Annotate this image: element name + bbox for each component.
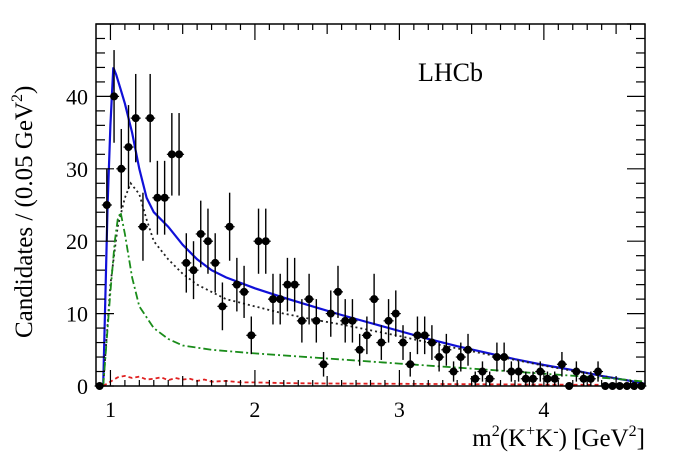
data-point xyxy=(492,353,501,362)
data-point xyxy=(146,114,155,123)
data-point xyxy=(572,367,581,376)
data-point xyxy=(435,353,444,362)
data-point xyxy=(225,222,234,231)
y-tick-label: 0 xyxy=(77,374,88,399)
data-point xyxy=(124,143,133,152)
data-point xyxy=(297,316,306,325)
data-point xyxy=(550,374,559,383)
data-point xyxy=(478,367,487,376)
data-point xyxy=(348,316,357,325)
data-point xyxy=(377,338,386,347)
x-tick-label: 3 xyxy=(394,397,405,422)
y-tick-label: 20 xyxy=(66,229,88,254)
curve-background xyxy=(102,374,646,387)
data-point xyxy=(543,374,552,383)
data-point xyxy=(406,360,415,369)
data-point xyxy=(507,367,516,376)
data-point xyxy=(442,345,451,354)
plot-frame xyxy=(95,23,646,387)
x-tick-label: 1 xyxy=(105,397,116,422)
data-point xyxy=(283,280,292,289)
data-point xyxy=(341,316,350,325)
data-point xyxy=(138,222,147,231)
data-point xyxy=(218,302,227,311)
data-point xyxy=(391,309,400,318)
data-point xyxy=(182,258,191,267)
data-point xyxy=(312,316,321,325)
data-point xyxy=(131,114,140,123)
data-point xyxy=(117,164,126,173)
data-point xyxy=(594,367,603,376)
data-point xyxy=(326,309,335,318)
data-point xyxy=(500,353,509,362)
data-point xyxy=(579,374,588,383)
data-point xyxy=(514,367,523,376)
axis-ticks xyxy=(96,23,646,387)
data-point xyxy=(384,316,393,325)
data-point xyxy=(268,295,277,304)
data-point xyxy=(399,338,408,347)
data-point xyxy=(557,360,566,369)
x-axis-title: m2(K+K-) [GeV2] xyxy=(472,423,645,452)
data-point xyxy=(420,331,429,340)
data-point xyxy=(464,345,473,354)
data-point xyxy=(586,374,595,383)
x-tick-label: 2 xyxy=(249,397,260,422)
data-point xyxy=(290,280,299,289)
data-point xyxy=(427,338,436,347)
data-point xyxy=(521,374,530,383)
y-axis-title: Candidates / (0.05 GeV2) xyxy=(9,86,38,338)
data-point xyxy=(211,258,220,267)
data-point xyxy=(471,374,480,383)
data-point xyxy=(110,92,119,101)
data-point xyxy=(261,237,270,246)
data-points xyxy=(94,50,647,390)
data-point xyxy=(333,287,342,296)
data-point xyxy=(485,374,494,383)
data-point xyxy=(203,237,212,246)
data-point xyxy=(167,150,176,159)
data-point xyxy=(240,287,249,296)
data-point xyxy=(175,150,184,159)
data-point xyxy=(247,331,256,340)
data-point xyxy=(449,367,458,376)
data-point xyxy=(529,374,538,383)
brand-label: LHCb xyxy=(418,58,483,87)
data-point xyxy=(232,280,241,289)
data-point xyxy=(102,201,111,209)
curve-total-fit xyxy=(102,66,646,387)
y-tick-label: 10 xyxy=(66,302,88,327)
data-point xyxy=(319,360,328,369)
data-point xyxy=(456,353,465,362)
data-point xyxy=(189,266,198,275)
data-point xyxy=(305,295,314,304)
fit-curves xyxy=(102,66,646,387)
data-point xyxy=(413,331,422,340)
y-tick-label: 30 xyxy=(66,157,88,182)
data-point xyxy=(362,331,371,340)
data-point xyxy=(276,295,285,304)
data-point xyxy=(254,237,263,246)
x-tick-label: 4 xyxy=(538,397,549,422)
data-point xyxy=(536,367,545,376)
y-tick-label: 40 xyxy=(66,84,88,109)
data-point xyxy=(160,193,169,202)
data-point xyxy=(196,229,205,238)
data-point xyxy=(153,193,162,202)
data-point xyxy=(370,295,379,304)
data-point xyxy=(355,345,364,354)
curve-resonant xyxy=(102,209,646,387)
